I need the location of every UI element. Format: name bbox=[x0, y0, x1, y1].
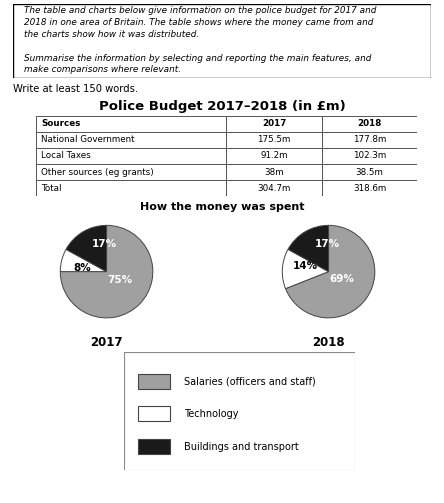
Text: 91.2m: 91.2m bbox=[261, 151, 288, 160]
Text: 69%: 69% bbox=[329, 274, 354, 284]
Text: Total: Total bbox=[41, 184, 62, 193]
Bar bbox=[322, 164, 417, 180]
Bar bbox=[226, 132, 322, 148]
FancyBboxPatch shape bbox=[13, 4, 431, 78]
Text: 304.7m: 304.7m bbox=[258, 184, 291, 193]
Bar bbox=[36, 148, 226, 164]
Text: 17%: 17% bbox=[91, 239, 117, 249]
Text: 75%: 75% bbox=[107, 275, 132, 285]
Text: 2017: 2017 bbox=[90, 337, 123, 350]
Text: 14%: 14% bbox=[293, 261, 318, 271]
Text: 177.8m: 177.8m bbox=[353, 135, 386, 144]
Wedge shape bbox=[60, 225, 153, 318]
Bar bbox=[36, 164, 226, 180]
Bar bbox=[322, 148, 417, 164]
Text: Salaries (officers and staff): Salaries (officers and staff) bbox=[184, 377, 316, 387]
Bar bbox=[36, 132, 226, 148]
Wedge shape bbox=[66, 225, 107, 272]
Bar bbox=[226, 164, 322, 180]
Bar bbox=[138, 406, 170, 421]
Bar bbox=[138, 439, 170, 454]
Text: 2017: 2017 bbox=[262, 119, 286, 128]
Bar bbox=[226, 180, 322, 196]
Text: 8%: 8% bbox=[74, 263, 91, 273]
Wedge shape bbox=[60, 249, 107, 272]
Bar bbox=[226, 116, 322, 132]
Bar bbox=[322, 180, 417, 196]
Text: Write at least 150 words.: Write at least 150 words. bbox=[13, 83, 139, 94]
Text: 318.6m: 318.6m bbox=[353, 184, 386, 193]
Text: How the money was spent: How the money was spent bbox=[140, 202, 304, 212]
Text: The table and charts below give information on the police budget for 2017 and
20: The table and charts below give informat… bbox=[24, 7, 376, 74]
Text: 2018: 2018 bbox=[312, 337, 345, 350]
Text: National Government: National Government bbox=[41, 135, 135, 144]
FancyBboxPatch shape bbox=[124, 352, 355, 470]
Bar bbox=[322, 132, 417, 148]
Bar bbox=[36, 180, 226, 196]
Text: Other sources (eg grants): Other sources (eg grants) bbox=[41, 167, 154, 177]
Wedge shape bbox=[285, 225, 375, 318]
Text: Local Taxes: Local Taxes bbox=[41, 151, 91, 160]
Text: 175.5m: 175.5m bbox=[258, 135, 291, 144]
Text: Technology: Technology bbox=[184, 408, 239, 418]
Bar bbox=[138, 374, 170, 389]
Bar bbox=[36, 116, 226, 132]
Text: 38m: 38m bbox=[264, 167, 284, 177]
Bar bbox=[226, 148, 322, 164]
Text: 102.3m: 102.3m bbox=[353, 151, 386, 160]
Text: Police Budget 2017–2018 (in £m): Police Budget 2017–2018 (in £m) bbox=[99, 100, 345, 113]
Text: Buildings and transport: Buildings and transport bbox=[184, 442, 299, 452]
Bar bbox=[322, 116, 417, 132]
Text: 2018: 2018 bbox=[357, 119, 382, 128]
Text: Sources: Sources bbox=[41, 119, 81, 128]
Text: 17%: 17% bbox=[315, 239, 340, 249]
Wedge shape bbox=[288, 225, 329, 272]
Wedge shape bbox=[282, 249, 329, 289]
Text: 38.5m: 38.5m bbox=[356, 167, 384, 177]
